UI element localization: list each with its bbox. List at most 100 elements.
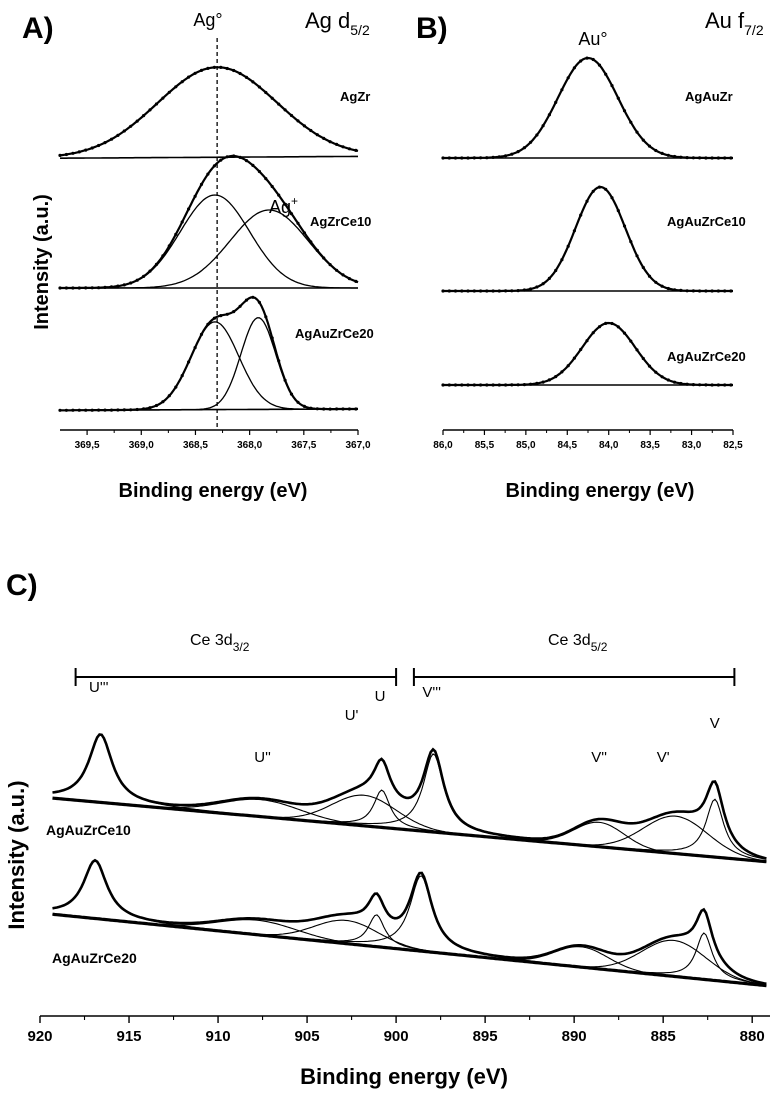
peak-label-3: U: [375, 688, 386, 705]
panel-b-point-0-33: [510, 152, 514, 156]
panel-a-point-2-123: [322, 407, 326, 411]
panel-b-point-2-15: [472, 383, 476, 387]
panel-b-point-1-27: [497, 289, 501, 293]
panel-b-tick-label-6: 83,0: [682, 440, 702, 451]
panel-a-point-1-72: [212, 164, 216, 168]
panel-a-point-0-60: [187, 75, 191, 79]
panel-b-envelope-2: [443, 321, 733, 387]
panel-a-point-2-90: [251, 295, 255, 299]
panel-b-title-sub: 7/2: [744, 22, 764, 38]
panel-b-point-2-51: [547, 378, 552, 382]
peak-label-1: U'': [254, 749, 271, 766]
panel-a-point-0-108: [289, 113, 294, 118]
panel-a-point-0-30: [122, 129, 126, 133]
panel-b-point-1-126: [704, 289, 708, 293]
panel-a-point-2-135: [347, 407, 351, 411]
panel-b-point-0-135: [723, 156, 727, 160]
panel-a-point-1-99: [270, 184, 274, 189]
panel-a-point-2-18: [97, 408, 101, 412]
panel-c-tick-label-3: 905: [295, 1028, 320, 1045]
panel-b-point-0-123: [698, 156, 702, 160]
panel-a-point-0-21: [103, 141, 107, 145]
panel-b-plot: 86,0 85,5 85,0 84,5 84,0 83,5 83,0 82,5: [433, 56, 743, 451]
panel-a-component-1-0: [60, 194, 358, 289]
panel-a-point-1-102: [277, 193, 281, 197]
panel-a-point-2-96: [264, 315, 268, 319]
panel-a-point-0-132: [341, 145, 345, 149]
panel-b-point-2-93: [635, 348, 639, 352]
panel-a-point-0-75: [219, 65, 223, 69]
panel-a-plot: 369,5 369,0 368,5 368,0 367,5 367,0: [58, 38, 371, 451]
panel-c-x-axis: 920 915 910 905 900 895 890 885 880: [27, 1015, 770, 1045]
panel-a-point-2-6: [71, 408, 75, 412]
panel-a-point-1-105: [283, 202, 287, 206]
panel-b-point-0-36: [516, 150, 520, 154]
panel-b-point-2-18: [479, 383, 483, 387]
panel-a-point-0-123: [322, 136, 326, 140]
ce3d52-label-main: Ce 3d: [548, 632, 591, 649]
panel-a-point-0-9: [77, 150, 81, 154]
panel-b-point-0-108: [666, 153, 670, 157]
panel-a-point-1-42: [148, 269, 152, 273]
panel-b-point-2-123: [698, 383, 702, 387]
panel-a-sample-label-2: AgAuZrCe20: [295, 326, 374, 341]
panel-a-point-1-3: [64, 286, 68, 290]
panel-a-tick-label-5: 367,0: [345, 440, 370, 451]
panel-a-point-1-0: [58, 286, 62, 290]
panel-a-point-0-84: [238, 71, 242, 76]
panel-a-point-2-129: [335, 407, 339, 411]
panel-a-point-1-36: [135, 278, 139, 282]
panel-a-point-0-0: [58, 153, 62, 157]
panel-a-point-2-45: [154, 403, 159, 408]
panel-a-point-0-24: [109, 137, 114, 141]
panel-b-point-2-12: [466, 383, 470, 387]
panel-a-point-0-81: [232, 68, 236, 73]
panel-c-tick-label-1: 915: [117, 1028, 142, 1045]
panel-b-point-1-6: [453, 289, 458, 293]
panel-a-point-1-66: [199, 182, 204, 186]
panel-a-point-1-27: [116, 284, 120, 288]
panel-b-point-1-39: [522, 288, 527, 292]
ce3d32-label-sub: 3/2: [233, 640, 250, 654]
panel-a-point-1-81: [232, 154, 236, 158]
panel-b-point-1-111: [673, 288, 677, 292]
ce-component-0-7: [52, 797, 767, 860]
panel-b-point-1-66: [579, 213, 583, 217]
panel-a-point-0-57: [180, 80, 184, 84]
panel-b-point-0-105: [660, 151, 664, 155]
panel-a-point-0-111: [296, 119, 300, 123]
panel-b-point-1-78: [604, 187, 608, 191]
panel-a-tick-label-4: 367,5: [291, 440, 316, 451]
panel-b-point-2-108: [666, 378, 670, 382]
panel-a-point-2-12: [84, 408, 88, 412]
panel-b-point-0-117: [685, 156, 689, 160]
panel-b-tick-label-7: 82,5: [723, 440, 743, 451]
panel-b-point-0-111: [673, 154, 677, 159]
panel-b-point-0-12: [466, 156, 470, 160]
panel-b-point-2-45: [535, 381, 539, 385]
panel-b-point-1-9: [460, 289, 464, 293]
panel-b-point-0-129: [710, 156, 714, 160]
panel-b-x-axis-label: Binding energy (eV): [506, 480, 695, 502]
panel-a-point-2-117: [309, 406, 313, 410]
panel-a-title-main: Ag d: [305, 8, 350, 33]
panel-a-point-0-48: [161, 96, 165, 100]
panel-a-point-2-132: [341, 407, 345, 411]
panel-b-point-1-60: [566, 244, 570, 248]
panel-b-point-0-39: [522, 146, 527, 150]
panel-a-point-0-87: [244, 75, 249, 79]
panel-b-point-1-132: [716, 289, 721, 293]
panel-b-point-2-111: [673, 380, 677, 384]
panel-b-point-1-12: [466, 289, 470, 293]
panel-a-point-0-15: [90, 146, 94, 150]
panel-a-point-2-15: [90, 408, 94, 412]
panel-b-point-1-42: [529, 287, 533, 291]
panel-a-point-2-138: [354, 407, 358, 411]
panel-a-point-0-72: [212, 65, 216, 69]
ce3d52-label-sub: 5/2: [591, 640, 608, 654]
panel-a-tick-label-3: 368,0: [237, 440, 262, 451]
panel-b-point-2-132: [716, 383, 721, 387]
panel-b-point-0-18: [479, 156, 483, 160]
panel-b-envelope-0: [443, 57, 733, 160]
panel-c-x-axis-label: Binding energy (eV): [300, 1064, 508, 1089]
